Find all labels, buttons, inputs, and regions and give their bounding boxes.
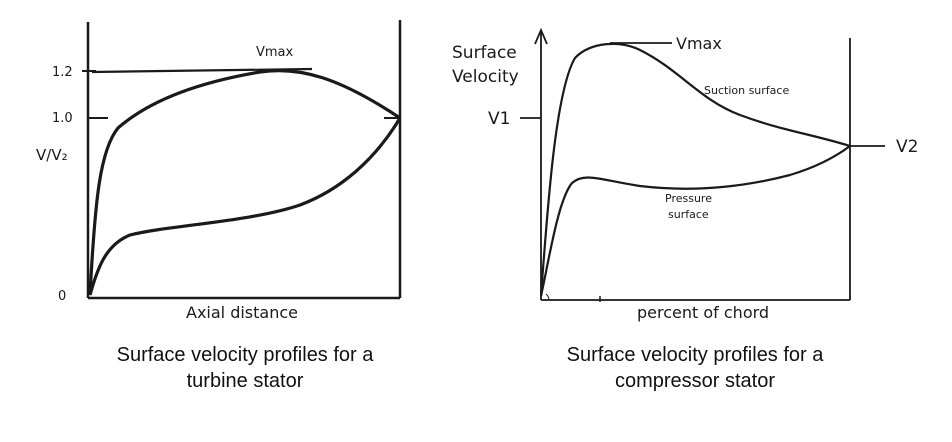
left-x-axis-label: Axial distance (186, 303, 298, 322)
right-y-axis-label-line1: Surface (452, 43, 517, 63)
turbine-pressure-curve (88, 117, 402, 296)
left-y-axis-label: V/V₂ (36, 146, 68, 164)
left-vmax-label: Vmax (256, 45, 294, 60)
suction-surface-label: Suction surface (704, 84, 789, 97)
left-caption-line1: Surface velocity profiles for a (116, 344, 374, 366)
left-caption: Surface velocity profiles for a turbine … (80, 342, 410, 394)
compressor-pressure-curve (539, 145, 851, 297)
origin-arc (545, 293, 550, 301)
pressure-surface-label-line2: surface (668, 208, 709, 221)
right-y-axis-arrow (534, 27, 548, 45)
right-y-axis-label-line2: Velocity (452, 67, 519, 87)
left-tick-label-1-0: 1.0 (52, 111, 73, 126)
right-caption: Surface velocity profiles for a compress… (530, 342, 860, 394)
pressure-surface-label-line1: Pressure (665, 192, 712, 205)
left-tick-label-1-2: 1.2 (52, 65, 73, 80)
compressor-stator-plot (520, 27, 885, 302)
v1-label: V1 (488, 109, 510, 129)
compressor-suction-curve (539, 42, 851, 297)
right-caption-line2: compressor stator (614, 370, 776, 392)
turbine-stator-plot (82, 20, 402, 300)
turbine-suction-curve (88, 68, 401, 296)
v2-label: V2 (896, 137, 918, 157)
right-vmax-label: Vmax (676, 34, 722, 53)
left-tick-label-0: 0 (58, 289, 66, 304)
left-caption-line2: turbine stator (186, 370, 304, 392)
right-x-axis-label: percent of chord (637, 303, 769, 322)
right-caption-line1: Surface velocity profiles for a (566, 344, 824, 366)
